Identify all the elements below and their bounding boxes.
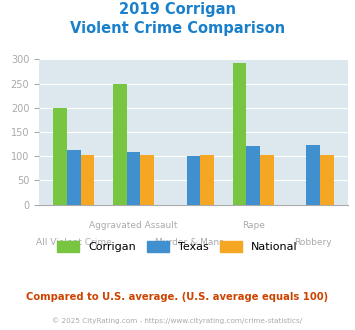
Text: Robbery: Robbery — [294, 238, 332, 247]
Bar — [320, 155, 334, 205]
Bar — [113, 83, 127, 205]
Bar — [67, 150, 81, 205]
Text: Rape: Rape — [242, 221, 265, 230]
Bar — [260, 155, 274, 205]
Text: All Violent Crime: All Violent Crime — [36, 238, 111, 247]
Bar — [200, 155, 214, 205]
Bar — [306, 145, 320, 205]
Text: Murder & Mans...: Murder & Mans... — [155, 238, 232, 247]
Bar — [233, 63, 246, 205]
Legend: Corrigan, Texas, National: Corrigan, Texas, National — [53, 237, 302, 257]
Bar — [246, 146, 260, 205]
Bar — [141, 155, 154, 205]
Bar — [127, 152, 141, 205]
Text: Aggravated Assault: Aggravated Assault — [89, 221, 178, 230]
Bar — [53, 108, 67, 205]
Text: © 2025 CityRating.com - https://www.cityrating.com/crime-statistics/: © 2025 CityRating.com - https://www.city… — [53, 317, 302, 324]
Bar — [187, 156, 200, 205]
Text: 2019 Corrigan: 2019 Corrigan — [119, 2, 236, 16]
Text: Violent Crime Comparison: Violent Crime Comparison — [70, 21, 285, 36]
Text: Compared to U.S. average. (U.S. average equals 100): Compared to U.S. average. (U.S. average … — [26, 292, 329, 302]
Bar — [81, 155, 94, 205]
